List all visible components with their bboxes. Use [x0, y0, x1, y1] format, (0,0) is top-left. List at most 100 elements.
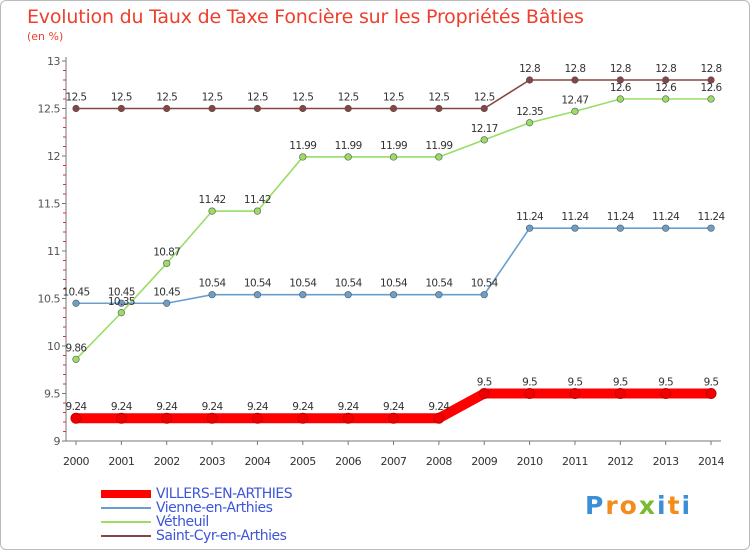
data-point	[480, 136, 488, 144]
data-point	[206, 412, 218, 424]
series-line	[75, 98, 712, 360]
data-point	[435, 153, 443, 161]
data-point	[616, 95, 624, 103]
data-label: 12.6	[701, 82, 723, 94]
data-label: 11.99	[380, 140, 407, 152]
data-point	[299, 291, 307, 299]
data-point	[525, 119, 534, 127]
data-label: 12.8	[610, 63, 631, 75]
data-label: 12.8	[519, 63, 540, 75]
data-point	[344, 104, 352, 113]
data-label: 9.5	[613, 377, 628, 389]
data-point	[115, 412, 127, 424]
data-label: 9.24	[383, 401, 405, 413]
legend-label: VILLERS-EN-ARTHIES	[156, 486, 293, 502]
legend-swatch	[101, 507, 151, 509]
legend-item: Vétheuil	[101, 514, 292, 530]
data-point	[70, 412, 82, 424]
data-point	[433, 412, 445, 424]
data-label: 9.5	[658, 377, 673, 389]
data-label: 12.8	[655, 63, 676, 75]
data-label: 10.45	[62, 286, 89, 298]
data-point	[163, 104, 171, 113]
data-point	[478, 388, 490, 399]
logo-letter: x	[638, 491, 657, 520]
data-label: 12.6	[610, 82, 632, 94]
y-tick-label: 10.5	[38, 293, 61, 306]
data-point	[117, 104, 125, 113]
x-tick-label: 2012	[607, 455, 633, 468]
data-label: 12.35	[516, 106, 543, 118]
x-tick-label: 2008	[426, 455, 452, 468]
x-tick-label: 2003	[199, 455, 225, 468]
data-label: 11.99	[425, 140, 452, 152]
data-point	[616, 76, 624, 84]
data-label: 12.5	[156, 92, 177, 104]
data-label: 10.54	[380, 278, 408, 290]
data-point	[117, 299, 125, 307]
data-label: 10.54	[199, 278, 227, 290]
data-point	[163, 259, 171, 267]
data-label: 10.45	[153, 286, 180, 298]
data-label: 9.24	[202, 401, 224, 413]
data-label: 10.54	[335, 278, 363, 290]
data-label: 9.24	[338, 401, 360, 413]
data-point	[480, 104, 488, 113]
x-tick-label: 2005	[290, 455, 316, 468]
data-label: 12.5	[428, 92, 449, 104]
legend-item: Saint-Cyr-en-Arthies	[101, 528, 292, 544]
data-label: 9.86	[66, 342, 88, 354]
logo-letter: r	[605, 491, 620, 520]
data-point	[253, 104, 262, 113]
y-tick-label: 11.5	[38, 198, 61, 211]
data-label: 10.87	[153, 246, 180, 258]
data-point	[707, 95, 715, 103]
x-tick-label: 2013	[653, 455, 679, 468]
legend-swatch	[101, 535, 151, 537]
data-label: 11.99	[335, 140, 362, 152]
logo-letter: P	[585, 491, 606, 520]
y-tick-label: 11	[47, 245, 60, 258]
data-point	[707, 224, 715, 232]
x-tick-label: 2011	[562, 455, 588, 468]
data-point	[571, 224, 579, 232]
data-label: 12.8	[701, 63, 722, 75]
data-point	[72, 299, 80, 307]
logo-letter: t	[667, 491, 682, 520]
data-label: 9.24	[66, 401, 88, 413]
x-tick-label: 2000	[63, 455, 89, 468]
data-label: 10.54	[244, 278, 272, 290]
y-tick-label: 13	[47, 55, 60, 68]
data-point	[208, 207, 216, 215]
chart-legend: VILLERS-EN-ARTHIES Vienne-en-Arthies Véthe…	[101, 486, 293, 544]
data-point	[253, 291, 262, 299]
proxiti-logo: Proxiti	[585, 491, 692, 520]
y-tick-label: 12	[47, 150, 60, 163]
data-point	[524, 388, 536, 399]
data-point	[388, 412, 400, 424]
logo-letter: o	[619, 491, 639, 520]
data-label: 9.24	[247, 401, 269, 413]
legend-swatch	[101, 521, 151, 523]
data-point	[705, 388, 717, 399]
data-point	[208, 291, 216, 299]
data-label: 12.5	[202, 92, 223, 104]
data-point	[72, 104, 80, 113]
data-point	[662, 76, 670, 84]
x-tick-label: 2002	[154, 455, 180, 468]
chart-unit-label: (en %)	[27, 30, 64, 43]
data-point	[163, 299, 171, 307]
x-tick-label: 2001	[108, 455, 134, 468]
data-label: 11.24	[698, 211, 726, 223]
data-label: 11.99	[289, 140, 316, 152]
data-point	[389, 291, 398, 299]
legend-item: Vienne-en-Arthies	[101, 500, 292, 516]
data-label: 12.5	[66, 92, 87, 104]
data-point	[161, 412, 173, 424]
x-tick-label: 2009	[471, 455, 497, 468]
data-point	[614, 388, 626, 399]
data-point	[117, 309, 125, 317]
data-point	[662, 224, 670, 232]
